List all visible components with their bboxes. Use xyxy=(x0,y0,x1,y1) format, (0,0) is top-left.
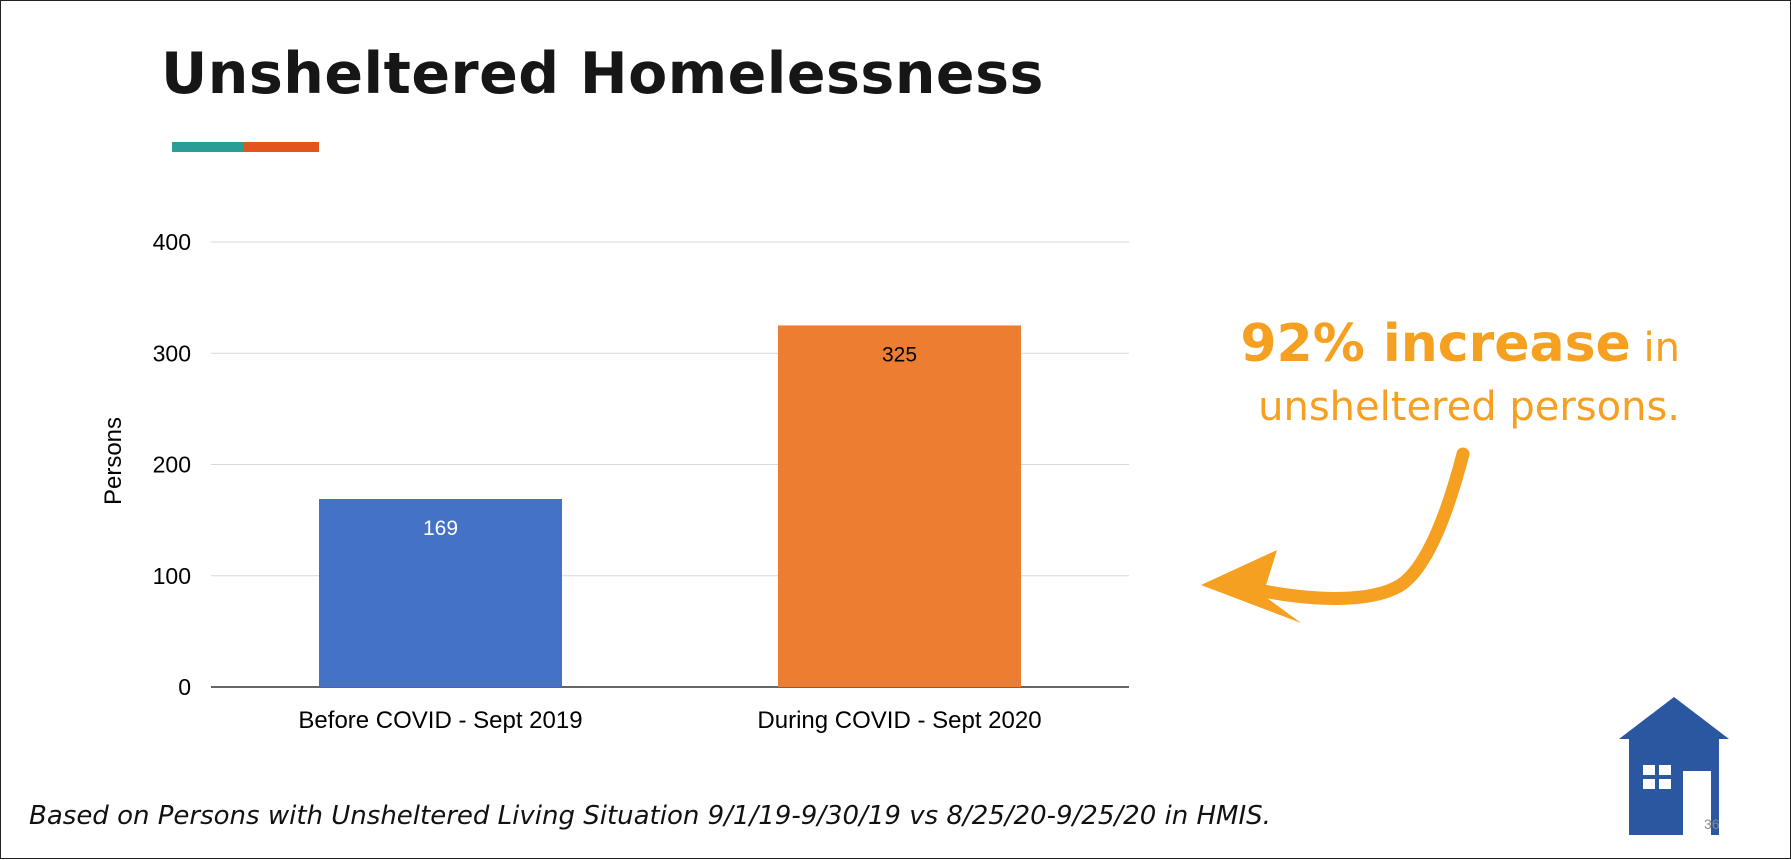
increase-callout: 92% increase in unsheltered persons. xyxy=(1140,313,1680,435)
bar xyxy=(319,498,562,687)
x-axis-ticks: Before COVID - Sept 2019 During COVID - S… xyxy=(298,707,1041,734)
title-accent-orange xyxy=(244,142,319,152)
y-tick-label: 300 xyxy=(153,340,191,366)
footnote: Based on Persons with Unsheltered Living… xyxy=(29,801,1271,831)
curved-arrow-icon xyxy=(1201,447,1470,623)
chart-bars: 169 325 xyxy=(319,325,1021,687)
data-label: 325 xyxy=(882,343,917,366)
callout-suffix: in xyxy=(1630,325,1680,371)
y-tick-label: 200 xyxy=(153,452,191,478)
y-axis-ticks: 0 100 200 300 400 xyxy=(153,229,191,700)
y-tick-label: 400 xyxy=(153,229,191,255)
y-axis-label: Persons xyxy=(100,417,127,505)
callout-line2: unsheltered persons. xyxy=(1258,384,1680,430)
callout-highlight: 92% increase xyxy=(1240,314,1631,374)
page-number: 36 xyxy=(1704,816,1720,832)
title-accent-teal xyxy=(172,142,244,152)
x-tick-label: During COVID - Sept 2020 xyxy=(757,707,1041,734)
data-label: 169 xyxy=(423,517,458,540)
x-tick-label: Before COVID - Sept 2019 xyxy=(298,707,582,734)
y-tick-label: 0 xyxy=(178,674,191,700)
house-logo-icon xyxy=(1619,697,1729,835)
y-tick-label: 100 xyxy=(153,563,191,589)
bar xyxy=(778,325,1021,687)
slide-title: Unsheltered Homelessness xyxy=(161,41,1044,107)
